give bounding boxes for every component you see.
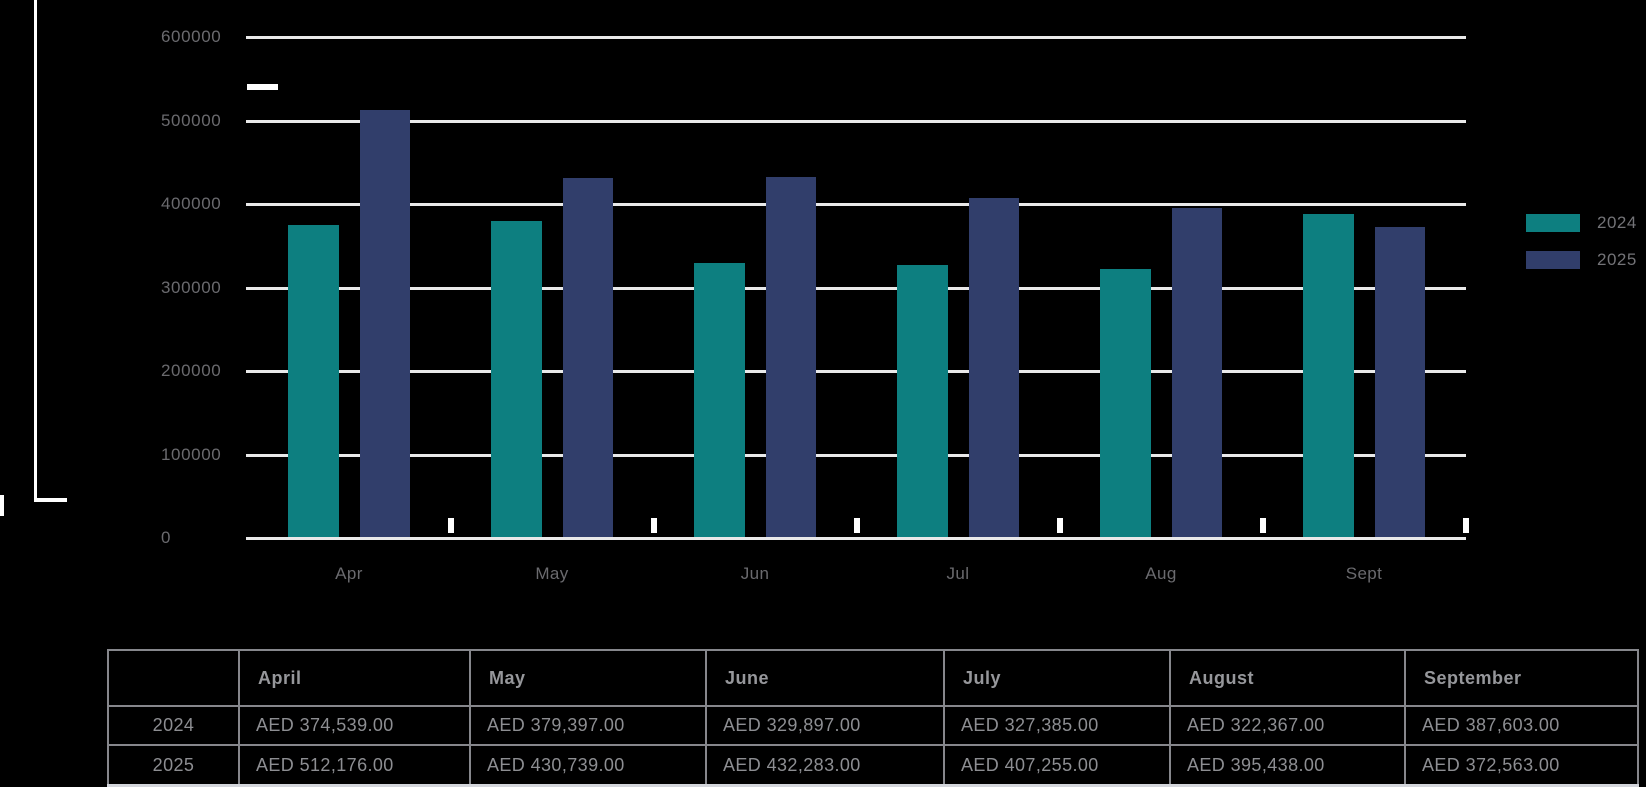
bar-2024-may[interactable] bbox=[491, 221, 542, 537]
monthly-values-table: April May June July August September 2024 AED … bbox=[107, 649, 1639, 787]
cell-2025-july: AED 407,255.00 bbox=[943, 744, 1171, 787]
bar-2024-aug[interactable] bbox=[1100, 269, 1151, 537]
cell-2025-april: AED 512,176.00 bbox=[238, 744, 471, 787]
table-header-september: September bbox=[1404, 649, 1639, 707]
gridline bbox=[246, 203, 1466, 206]
table-corner-cell bbox=[107, 649, 240, 707]
legend-label-2024: 2024 bbox=[1597, 213, 1637, 232]
baseline-dash-mark bbox=[854, 518, 860, 533]
frame-corner-line bbox=[34, 498, 67, 502]
y-axis-label: 400000 bbox=[161, 194, 222, 213]
cell-2025-september: AED 372,563.00 bbox=[1404, 744, 1639, 787]
gridline bbox=[246, 537, 1466, 540]
row-label-2024: 2024 bbox=[107, 705, 240, 746]
cell-2024-july: AED 327,385.00 bbox=[943, 705, 1171, 746]
bar-2025-may[interactable] bbox=[563, 178, 613, 537]
baseline-dash-mark bbox=[448, 518, 454, 533]
cell-2025-may: AED 430,739.00 bbox=[469, 744, 707, 787]
bar-2024-sept[interactable] bbox=[1303, 214, 1354, 537]
table-header-july: July bbox=[943, 649, 1171, 707]
y-axis-label: 200000 bbox=[161, 361, 222, 380]
cell-2024-may: AED 379,397.00 bbox=[469, 705, 707, 746]
legend-label-2025: 2025 bbox=[1597, 250, 1637, 269]
y-axis-label: 300000 bbox=[161, 278, 222, 297]
y-axis-label: 500000 bbox=[161, 111, 222, 130]
table-header-april: April bbox=[238, 649, 471, 707]
bar-2024-jul[interactable] bbox=[897, 265, 948, 537]
cell-2024-august: AED 322,367.00 bbox=[1169, 705, 1406, 746]
x-axis-label-jun: Jun bbox=[740, 564, 770, 583]
table-header-august: August bbox=[1169, 649, 1406, 707]
table-header-june: June bbox=[705, 649, 945, 707]
bar-2024-jun[interactable] bbox=[694, 263, 745, 537]
cell-2025-june: AED 432,283.00 bbox=[705, 744, 945, 787]
bar-2025-aug[interactable] bbox=[1172, 208, 1222, 537]
table-header-may: May bbox=[469, 649, 707, 707]
cell-2024-april: AED 374,539.00 bbox=[238, 705, 471, 746]
table-header-row: April May June July August September bbox=[107, 649, 1639, 707]
table-row-2024: 2024 AED 374,539.00 AED 379,397.00 AED 329,… bbox=[107, 705, 1639, 746]
table-body: 2024 AED 374,539.00 AED 379,397.00 AED 329,… bbox=[107, 705, 1639, 787]
edge-tick-mark bbox=[0, 495, 4, 516]
x-axis-label-sept: Sept bbox=[1345, 564, 1383, 583]
x-axis-label-aug: Aug bbox=[1145, 564, 1177, 583]
baseline-dash-mark bbox=[1260, 518, 1266, 533]
bar-2025-apr[interactable] bbox=[360, 110, 410, 537]
cell-2024-june: AED 329,897.00 bbox=[705, 705, 945, 746]
x-axis-label-may: May bbox=[535, 564, 569, 583]
x-axis-label-apr: Apr bbox=[335, 564, 363, 583]
gridline bbox=[246, 120, 1466, 123]
cell-2025-august: AED 395,438.00 bbox=[1169, 744, 1406, 787]
baseline-dash-mark bbox=[1463, 518, 1469, 533]
gridline bbox=[246, 454, 1466, 457]
gridline bbox=[246, 287, 1466, 290]
cell-2024-september: AED 387,603.00 bbox=[1404, 705, 1639, 746]
bar-2025-sept[interactable] bbox=[1375, 227, 1425, 537]
baseline-dash-mark bbox=[1057, 518, 1063, 533]
bar-2025-jul[interactable] bbox=[969, 198, 1019, 537]
frame-vertical-line bbox=[34, 0, 37, 502]
legend-swatch-2024 bbox=[1526, 214, 1580, 232]
y-axis-label: 100000 bbox=[161, 445, 222, 464]
gridline bbox=[246, 370, 1466, 373]
bar-2024-apr[interactable] bbox=[288, 225, 339, 537]
y-axis-label: 0 bbox=[161, 528, 172, 547]
x-axis-label-jul: Jul bbox=[946, 564, 970, 583]
row-label-2025: 2025 bbox=[107, 744, 240, 787]
y-axis-label: 600000 bbox=[161, 27, 222, 46]
gridline bbox=[246, 36, 1466, 39]
legend-swatch-2025 bbox=[1526, 251, 1580, 269]
bar-2025-jun[interactable] bbox=[766, 177, 816, 537]
chart-annotation-dash bbox=[247, 84, 278, 90]
baseline-dash-mark bbox=[651, 518, 657, 533]
table-row-2025: 2025 AED 512,176.00 AED 430,739.00 AED 432,… bbox=[107, 744, 1639, 787]
